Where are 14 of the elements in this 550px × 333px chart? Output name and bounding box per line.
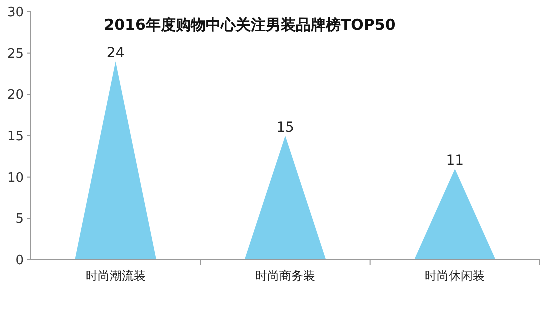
y-tick-label: 20 [7,88,24,104]
x-tick-label: 时尚潮流装 [86,269,146,283]
y-tick-label: 25 [7,46,24,62]
data-label: 24 [106,46,125,62]
data-label: 15 [276,120,294,136]
y-tick-label: 30 [7,6,24,21]
x-tick-label: 时尚休闲装 [425,269,486,283]
y-tick-label: 10 [7,170,24,186]
y-tick-label: 0 [16,254,24,269]
x-tick-label: 时尚商务装 [256,269,316,283]
y-tick-label: 5 [16,212,24,228]
chart-title: 2016年度购物中心关注男装品牌榜TOP50 [104,16,396,34]
y-tick-label: 15 [7,130,24,145]
data-label: 11 [446,153,464,170]
